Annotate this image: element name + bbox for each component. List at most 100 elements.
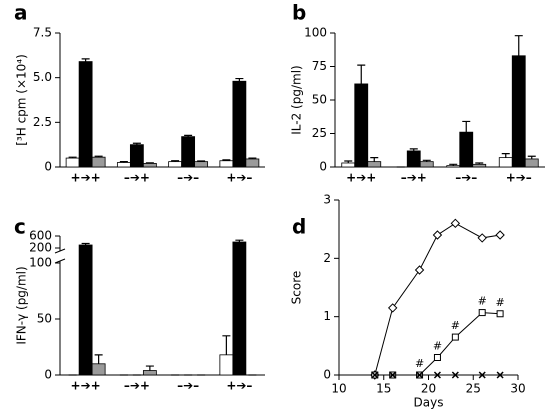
y-tick-label: 25 bbox=[312, 126, 327, 140]
y-tick-label: 7.5 bbox=[33, 26, 52, 40]
marker bbox=[451, 333, 459, 341]
bar bbox=[446, 165, 461, 168]
x-tick-label: +➔+ bbox=[71, 171, 101, 185]
x-tick-label: +➔+ bbox=[71, 379, 101, 393]
x-axis-label: Days bbox=[414, 396, 444, 410]
bar bbox=[524, 158, 539, 168]
error-bar bbox=[527, 155, 536, 159]
bar bbox=[406, 150, 421, 168]
x-tick-label: 30 bbox=[510, 382, 525, 396]
y-tick-label: 3 bbox=[323, 193, 331, 207]
marker bbox=[451, 371, 459, 379]
error-bar bbox=[248, 157, 257, 159]
bar bbox=[419, 161, 434, 168]
y-axis-label: [³H cpm (×10⁴) bbox=[15, 54, 29, 146]
marker bbox=[450, 218, 461, 229]
x-tick-label: +➔– bbox=[226, 379, 252, 393]
panel-label: b bbox=[292, 1, 306, 25]
marker bbox=[478, 371, 486, 379]
error-bar bbox=[94, 155, 103, 158]
y-tick-label: 600 bbox=[29, 229, 52, 243]
y-tick-label: 50 bbox=[37, 312, 52, 326]
error-bar bbox=[344, 160, 353, 163]
bar bbox=[78, 61, 93, 168]
marker bbox=[371, 371, 379, 379]
bar bbox=[472, 163, 487, 168]
x-tick-label: 25 bbox=[466, 382, 481, 396]
error-bar bbox=[501, 153, 510, 158]
x-tick-label: +➔– bbox=[226, 171, 252, 185]
x-tick-label: –➔+ bbox=[401, 171, 427, 185]
error-bar bbox=[409, 148, 418, 151]
error-bar bbox=[81, 242, 90, 245]
y-tick-label: 75 bbox=[312, 59, 327, 73]
marker bbox=[496, 371, 504, 379]
error-bar bbox=[514, 35, 523, 56]
error-bar bbox=[222, 159, 231, 161]
x-tick-label: –➔– bbox=[455, 171, 477, 185]
bar bbox=[498, 157, 513, 168]
panel-label: a bbox=[14, 1, 28, 25]
error-bar bbox=[197, 160, 206, 162]
x-tick-label: +➔+ bbox=[346, 171, 376, 185]
bar bbox=[219, 160, 234, 168]
bar bbox=[78, 244, 93, 376]
point-label: # bbox=[478, 295, 487, 308]
marker bbox=[389, 371, 397, 379]
y-tick-label: 0 bbox=[44, 368, 52, 382]
y-tick-label: 100 bbox=[29, 256, 52, 270]
bar bbox=[91, 363, 106, 376]
error-bar bbox=[222, 335, 231, 355]
point-label: # bbox=[415, 357, 424, 370]
x-tick-label: –➔+ bbox=[124, 379, 150, 393]
panel-label: c bbox=[14, 215, 26, 239]
y-tick-label: 0 bbox=[319, 160, 327, 174]
bar bbox=[142, 370, 157, 376]
y-tick-label: 5.0 bbox=[33, 70, 52, 84]
error-bar bbox=[94, 354, 103, 364]
point-label: # bbox=[451, 319, 460, 332]
bar bbox=[459, 131, 474, 168]
error-bar bbox=[171, 160, 180, 162]
bar bbox=[367, 161, 382, 168]
error-bar bbox=[68, 156, 77, 159]
error-bar bbox=[184, 134, 193, 137]
y-tick-label: 0 bbox=[44, 160, 52, 174]
x-tick-label: 20 bbox=[421, 382, 436, 396]
bar bbox=[232, 241, 247, 376]
axis-break bbox=[54, 258, 66, 264]
bar bbox=[341, 162, 356, 168]
bar bbox=[129, 144, 144, 168]
marker bbox=[387, 303, 398, 313]
bar bbox=[354, 83, 369, 168]
bar bbox=[245, 158, 260, 168]
error-bar bbox=[449, 163, 458, 166]
x-tick-label: 15 bbox=[376, 382, 391, 396]
x-tick-label: –➔+ bbox=[124, 171, 150, 185]
y-axis-label: Score bbox=[290, 271, 304, 305]
point-label: # bbox=[495, 296, 504, 309]
bar bbox=[168, 161, 183, 168]
error-bar bbox=[357, 64, 366, 84]
y-axis-label: IFN-γ (pg/ml) bbox=[15, 266, 29, 344]
marker bbox=[478, 309, 486, 317]
error-bar bbox=[132, 142, 141, 145]
x-tick-label: +➔– bbox=[506, 171, 532, 185]
marker bbox=[496, 310, 504, 318]
y-axis-label: IL-2 (pg/ml) bbox=[290, 65, 304, 134]
marker bbox=[432, 230, 443, 240]
bar bbox=[65, 157, 80, 168]
bar bbox=[91, 156, 106, 168]
error-bar bbox=[462, 120, 471, 133]
error-bar bbox=[235, 77, 244, 82]
y-tick-label: 100 bbox=[304, 26, 327, 40]
error-bar bbox=[235, 239, 244, 242]
bar bbox=[181, 136, 196, 168]
error-bar bbox=[119, 161, 128, 163]
y-tick-label: 2 bbox=[323, 251, 331, 265]
x-tick-label: –➔– bbox=[177, 171, 199, 185]
bar bbox=[116, 162, 131, 168]
marker bbox=[477, 233, 487, 243]
